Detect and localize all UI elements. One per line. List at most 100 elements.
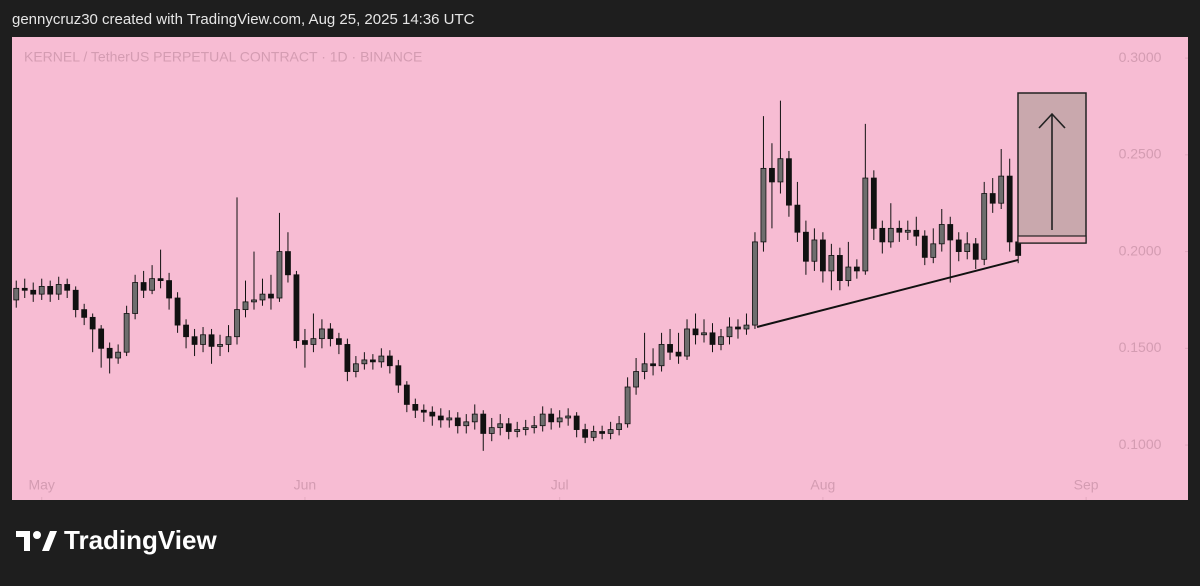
trend-line — [756, 259, 1019, 328]
candle-body — [89, 316, 96, 330]
candle-body — [259, 293, 266, 301]
y-tick-label: 0.1500 — [1119, 339, 1162, 355]
candle-body — [395, 365, 402, 386]
brand-name: TradingView — [64, 525, 217, 555]
candle-body — [1015, 241, 1022, 256]
candle-body — [352, 363, 359, 372]
candle-body — [930, 243, 937, 258]
candle-body — [30, 289, 37, 295]
candle-body — [115, 351, 122, 359]
candle-body — [429, 411, 436, 417]
candle-body — [217, 344, 223, 347]
candle-body — [64, 284, 71, 291]
candle-body — [803, 231, 809, 262]
candle-body — [684, 328, 690, 357]
candle-body — [98, 328, 105, 349]
candle-body — [913, 229, 920, 237]
candle-body — [964, 243, 971, 252]
candle-body — [166, 280, 172, 299]
chart-title: KERNEL / TetherUS PERPETUAL CONTRACT · 1… — [24, 49, 422, 65]
candle-body — [123, 313, 130, 353]
candle-body — [565, 415, 572, 419]
candle-body — [276, 251, 283, 299]
candle-body — [157, 278, 164, 281]
candle-body — [132, 282, 139, 314]
candle-body — [183, 324, 189, 338]
candle-body — [879, 227, 886, 243]
candle-body — [531, 425, 538, 429]
candle-body — [692, 328, 699, 336]
candle-body — [582, 429, 589, 438]
candle-body — [709, 332, 716, 345]
candle-body — [811, 239, 818, 262]
candle-body — [446, 417, 453, 421]
candle-body — [718, 336, 724, 345]
candle-body — [149, 278, 156, 291]
x-tick-label: Jun — [294, 477, 317, 493]
candle-body — [361, 359, 368, 365]
y-tick-label: 0.2500 — [1119, 146, 1162, 162]
logo-icon — [16, 531, 30, 551]
candle-body — [633, 371, 639, 388]
candle-body — [471, 413, 478, 423]
candle-body — [573, 415, 580, 430]
candle-body — [853, 266, 860, 272]
candle-body — [955, 239, 962, 252]
candle-body — [743, 324, 750, 330]
logo-icon — [42, 531, 57, 551]
candle-body — [336, 338, 342, 345]
candle-body — [777, 158, 784, 183]
candle-body — [174, 297, 181, 326]
logo-icon — [33, 531, 41, 539]
candle-body — [556, 417, 563, 423]
candle-body — [845, 266, 852, 281]
candle-body — [819, 239, 826, 272]
candle-body — [437, 415, 444, 421]
chart-area — [12, 37, 1188, 500]
x-tick-label: May — [28, 477, 54, 493]
candle-body — [938, 224, 945, 245]
candle-body — [836, 255, 843, 281]
candle-body — [420, 409, 427, 413]
candle-body — [106, 347, 113, 359]
candle-body — [794, 204, 801, 233]
candle-body — [548, 413, 555, 423]
candle-body — [386, 355, 393, 367]
candle-body — [904, 229, 911, 233]
y-tick-label: 0.2000 — [1119, 242, 1162, 258]
candle-body — [319, 328, 325, 340]
candle-body — [981, 193, 988, 260]
candle-body — [616, 423, 623, 430]
candle-body — [234, 309, 240, 338]
candle-body — [590, 431, 597, 438]
candle-body — [140, 282, 147, 291]
plot: 0.1000 0.1500 0.2000 0.2500 0.3000 May Jun Jul A… — [13, 49, 1188, 500]
candle-body — [522, 427, 529, 430]
candle-body — [454, 417, 461, 427]
candle-body — [225, 336, 232, 345]
candle-body — [726, 326, 733, 338]
candle-body — [760, 167, 767, 243]
candle-body — [403, 384, 410, 405]
candle-body — [735, 326, 741, 330]
candle-body — [752, 241, 758, 326]
x-tick-label: Aug — [810, 477, 835, 493]
candle-body — [268, 293, 274, 299]
candle-body — [989, 193, 996, 204]
candle-body — [208, 334, 215, 347]
candle-body — [200, 334, 206, 345]
x-tick-label: Sep — [1074, 477, 1099, 493]
candle-body — [344, 344, 351, 372]
y-tick-label: 0.3000 — [1119, 49, 1162, 65]
x-tick-label: Jul — [551, 477, 569, 493]
candle-body — [81, 309, 88, 318]
candle-body — [862, 177, 869, 272]
candle-body — [505, 423, 512, 432]
candle-body — [769, 167, 775, 183]
candle-body — [786, 158, 792, 206]
candle-body — [13, 287, 20, 301]
candle-body — [624, 386, 631, 425]
candle-body — [47, 285, 54, 295]
candle-body — [539, 413, 546, 427]
